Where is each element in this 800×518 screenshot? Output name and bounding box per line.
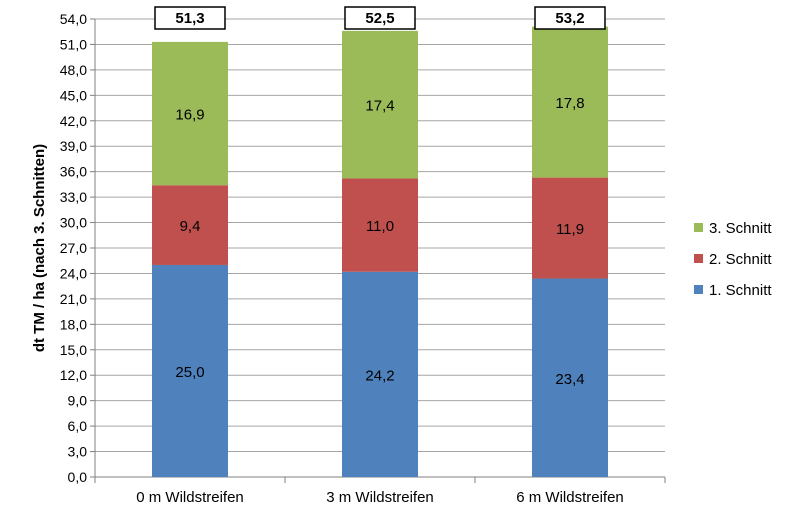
legend-entry: 3. Schnitt: [709, 220, 772, 237]
y-tick-label: 51,0: [60, 36, 87, 52]
y-tick-label: 42,0: [60, 113, 87, 129]
total-box: [534, 6, 606, 30]
total-box: [344, 6, 416, 30]
total-box: [154, 6, 226, 30]
y-tick-label: 3,0: [68, 444, 88, 460]
legend-swatch: [694, 254, 703, 263]
y-tick-label: 6,0: [68, 418, 88, 434]
bar-segment: [342, 30, 418, 179]
y-tick-label: 24,0: [60, 265, 87, 281]
x-category-label: 6 m Wildstreifen: [516, 489, 624, 506]
total-label: 51,3: [175, 10, 204, 27]
y-axis-title: dt TM / ha (nach 3. Schnitten): [31, 144, 48, 352]
data-label: 9,4: [180, 218, 201, 235]
y-tick-label: 39,0: [60, 138, 87, 154]
bar-segment: [532, 26, 608, 178]
legend-entry: 1. Schnitt: [709, 282, 772, 299]
y-tick-label: 30,0: [60, 215, 87, 231]
total-label: 52,5: [365, 10, 394, 27]
y-tick-label: 9,0: [68, 393, 88, 409]
data-label: 16,9: [175, 107, 204, 124]
data-label: 24,2: [365, 367, 394, 384]
legend-entry: 2. Schnitt: [709, 251, 772, 268]
data-label: 23,4: [555, 371, 584, 388]
bar-segment: [152, 185, 228, 265]
bar-segment: [532, 177, 608, 279]
y-tick-label: 27,0: [60, 240, 87, 256]
bar-segment: [152, 41, 228, 186]
bar-segment: [342, 271, 418, 477]
y-tick-label: 0,0: [68, 469, 88, 485]
data-label: 11,0: [366, 218, 394, 235]
bar-segment: [152, 264, 228, 477]
bar-segment: [342, 178, 418, 272]
y-tick-label: 12,0: [60, 367, 87, 383]
y-tick-label: 33,0: [60, 189, 87, 205]
y-tick-label: 36,0: [60, 164, 87, 180]
data-label: 11,9: [556, 221, 584, 238]
data-label: 17,4: [365, 98, 394, 115]
total-label: 53,2: [555, 10, 584, 27]
bar-segment: [532, 278, 608, 477]
y-tick-label: 15,0: [60, 342, 87, 358]
y-tick-label: 48,0: [60, 62, 87, 78]
y-tick-label: 45,0: [60, 87, 87, 103]
y-tick-label: 54,0: [60, 11, 87, 27]
y-tick-label: 18,0: [60, 316, 87, 332]
legend-swatch: [694, 223, 703, 232]
x-category-label: 3 m Wildstreifen: [326, 489, 434, 506]
legend-swatch: [694, 285, 703, 294]
data-label: 17,8: [555, 95, 584, 112]
x-category-label: 0 m Wildstreifen: [136, 489, 244, 506]
data-label: 25,0: [175, 364, 204, 381]
y-tick-label: 21,0: [60, 291, 87, 307]
